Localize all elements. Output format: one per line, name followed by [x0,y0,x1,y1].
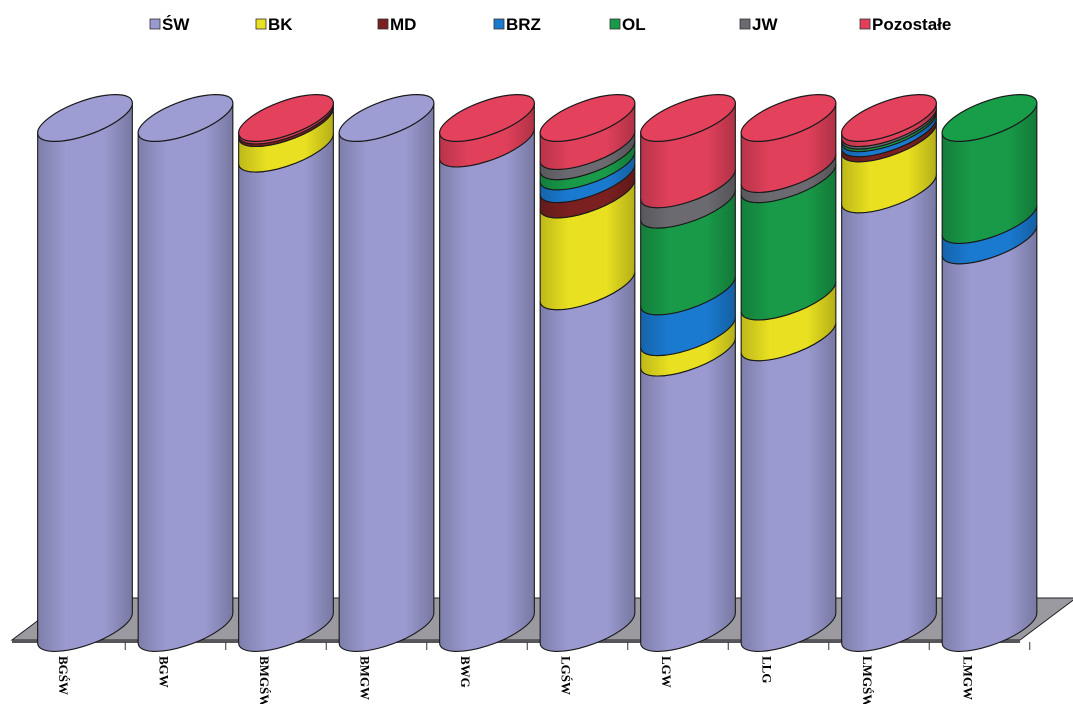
legend-item: BRZ [493,15,541,34]
legend-item: ŚW [149,15,190,34]
legend-swatch [377,18,389,30]
legend-label: MD [390,15,416,34]
cap-LMGŚW [841,93,937,143]
legend-label: OL [622,15,646,34]
legend-swatch [739,18,751,30]
bar-BMGW [338,93,435,652]
segment-LGW-ŚW [640,337,736,652]
category-label: BMGW [358,656,373,700]
bar-BMGŚW [238,93,334,652]
segment-BGW-ŚW [137,102,234,652]
legend-swatch [493,18,505,30]
cap-BGW [137,93,234,143]
category-labels: BGŚW BGW BMGŚW BMGW BWG LGŚW LGW LLG LMGŚW LMGW [56,642,1031,704]
segment-BGŚW-ŚW [37,102,133,652]
category-label: LGŚW [559,656,574,695]
legend-swatch [255,18,267,30]
bar-LGŚW [539,93,636,652]
legend-swatch [859,18,871,30]
segment-LMGW-ŚW [941,225,1038,652]
cap-BMGŚW [238,93,334,143]
bar-LMGŚW [841,93,937,652]
segment-LGŚW-ŚW [539,271,636,652]
bar-BWG [439,93,535,652]
category-label: LMGW [961,656,976,700]
segment-BMGW-ŚW [338,102,435,652]
chart-legend: ŚW BK MD BRZ OL JW Pozostałe [149,15,951,34]
bar-LGW [640,93,736,652]
legend-swatch [609,18,621,30]
segment-LLG-ŚW [740,322,837,652]
cap-LMGW [941,93,1038,143]
category-label: LLG [760,656,775,683]
bar-LLG [740,93,837,652]
cap-BWG [439,93,535,143]
category-label: BGŚW [56,656,71,695]
category-label: LGW [659,656,674,688]
legend-label: ŚW [162,15,190,34]
category-label: LMGŚW [860,656,875,704]
legend-item: BK [255,15,293,34]
legend-item: Pozostałe [859,15,951,34]
bar-LMGW [941,93,1038,652]
bar-BGW [137,93,234,652]
segment-BWG-ŚW [439,128,535,652]
legend-item: OL [609,15,646,34]
cap-BMGW [338,93,435,143]
legend-label: BK [268,15,293,34]
legend-label: Pozostałe [872,15,951,34]
legend-swatch [149,18,161,30]
cap-LLG [740,93,837,143]
legend-label: JW [752,15,778,34]
chart-bars [37,93,1038,652]
category-label: BWG [458,656,473,688]
legend-label: BRZ [506,15,541,34]
category-label: BGW [157,656,172,688]
bar-BGŚW [37,93,133,652]
segment-LMGŚW-ŚW [841,174,937,652]
legend-item: MD [377,15,416,34]
cap-BGŚW [37,93,133,143]
cap-LGW [640,93,736,143]
segment-BMGŚW-ŚW [238,133,334,652]
category-label: BMGŚW [257,656,272,704]
cap-LGŚW [539,93,636,143]
legend-item: JW [739,15,778,34]
